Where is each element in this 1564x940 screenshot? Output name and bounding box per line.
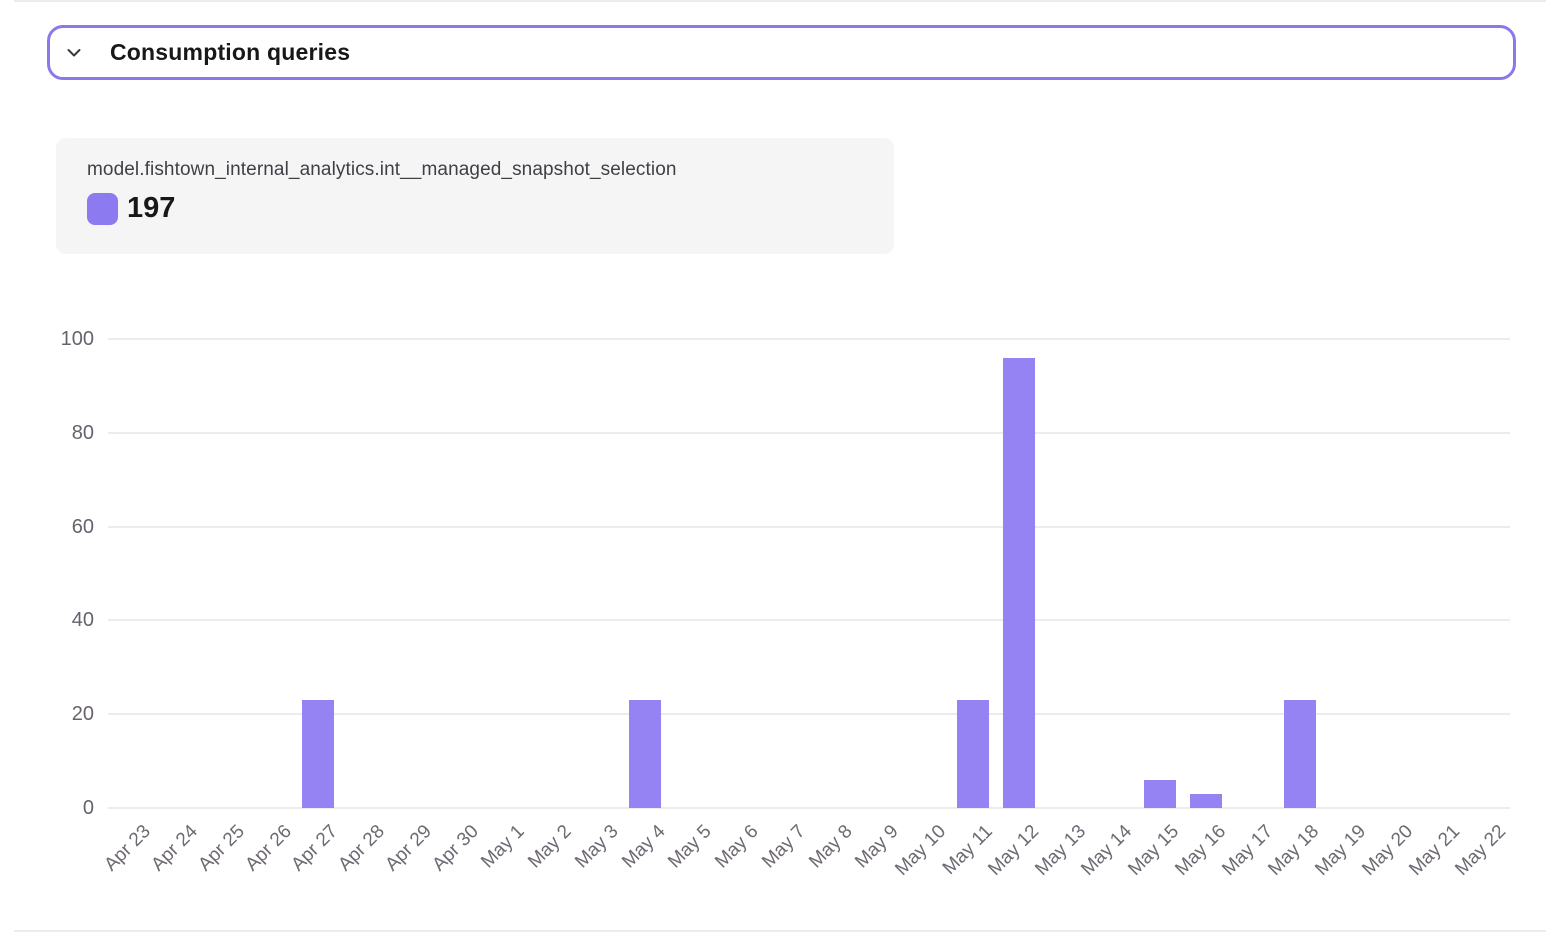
gridline-y-40 [108, 619, 1510, 622]
top-divider [14, 0, 1546, 2]
x-tick-label-may-6: May 6 [711, 821, 763, 873]
x-tick-label-may-17: May 17 [1217, 821, 1277, 880]
x-tick-label-may-5: May 5 [664, 821, 717, 873]
bar-may-11[interactable] [956, 700, 989, 808]
x-tick-label-may-3: May 3 [571, 821, 623, 873]
x-tick-label-may-19: May 19 [1311, 821, 1371, 880]
bar-may-18[interactable] [1283, 700, 1316, 808]
gridline-y-100 [108, 338, 1510, 340]
bar-may-16[interactable] [1190, 793, 1223, 808]
x-tick-label-apr-28: Apr 28 [334, 821, 389, 876]
y-tick-label-60: 60 [71, 515, 94, 538]
gridline-y-20 [108, 713, 1510, 716]
x-tick-label-may-21: May 21 [1404, 821, 1464, 880]
bar-apr-27[interactable] [302, 700, 335, 808]
x-tick-label-may-14: May 14 [1077, 821, 1137, 880]
bar-may-4[interactable] [629, 700, 662, 808]
x-tick-label-may-7: May 7 [758, 821, 810, 873]
gridline-y-0 [108, 807, 1510, 809]
x-tick-label-may-2: May 2 [524, 821, 576, 873]
x-tick-label-apr-27: Apr 27 [287, 821, 343, 876]
y-tick-label-0: 0 [82, 797, 94, 819]
x-tick-label-may-4: May 4 [617, 821, 670, 873]
x-tick-label-may-15: May 15 [1124, 821, 1184, 880]
tooltip-value: 197 [127, 192, 176, 224]
y-tick-label-20: 20 [71, 703, 94, 726]
x-tick-label-may-20: May 20 [1358, 821, 1418, 880]
x-tick-label-may-16: May 16 [1171, 821, 1231, 880]
series-color-swatch [87, 192, 118, 225]
y-tick-label-80: 80 [71, 421, 94, 444]
bar-may-15[interactable] [1143, 779, 1176, 808]
x-tick-label-apr-26: Apr 26 [240, 821, 296, 876]
x-tick-label-apr-29: Apr 29 [381, 821, 436, 876]
bottom-divider [14, 930, 1546, 932]
x-tick-label-may-10: May 10 [890, 821, 950, 880]
x-tick-label-may-18: May 18 [1264, 821, 1324, 880]
consumption-queries-header[interactable]: Consumption queries [47, 25, 1516, 80]
chevron-down-icon[interactable] [62, 41, 86, 65]
x-tick-label-may-12: May 12 [984, 821, 1044, 880]
x-tick-label-apr-25: Apr 25 [194, 821, 249, 876]
chart-tooltip: model.fishtown_internal_analytics.int__m… [56, 138, 894, 254]
section-title: Consumption queries [110, 39, 351, 65]
x-tick-label-may-13: May 13 [1030, 821, 1090, 880]
y-tick-label-40: 40 [71, 609, 94, 632]
x-tick-label-may-22: May 22 [1451, 821, 1511, 880]
plot-area [108, 338, 1510, 809]
x-tick-label-may-1: May 1 [477, 821, 530, 873]
x-tick-label-apr-30: Apr 30 [427, 821, 483, 876]
x-tick-label-may-11: May 11 [938, 821, 997, 879]
x-tick-label-apr-23: Apr 23 [100, 821, 156, 876]
x-tick-label-apr-24: Apr 24 [147, 821, 202, 876]
gridline-y-60 [108, 525, 1510, 528]
y-tick-label-100: 100 [60, 328, 94, 350]
tooltip-series-name: model.fishtown_internal_analytics.int__m… [87, 159, 677, 180]
x-tick-label-may-8: May 8 [804, 821, 857, 873]
gridline-y-80 [108, 431, 1510, 434]
bar-may-12[interactable] [1003, 357, 1036, 808]
tooltip-legend-row: 197 [87, 192, 874, 225]
